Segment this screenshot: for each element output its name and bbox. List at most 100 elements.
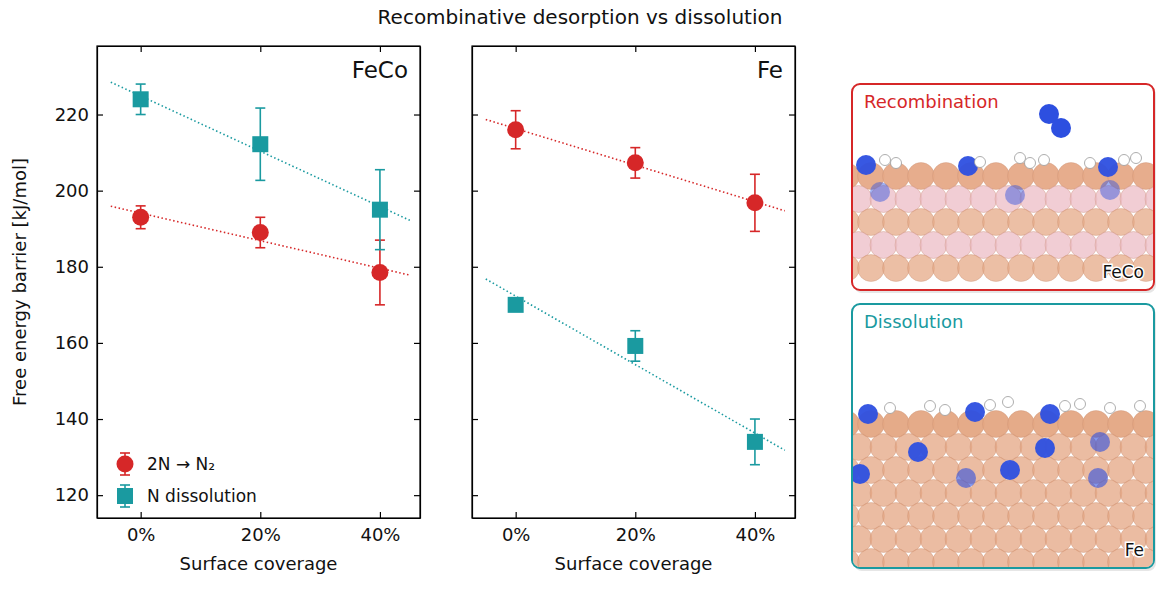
data-point (371, 264, 388, 281)
atom (1008, 549, 1035, 568)
tick: 120 (55, 484, 103, 505)
tick: 200 (55, 180, 103, 201)
hydrogen-atom (1119, 155, 1130, 166)
hydrogen-atom (1025, 158, 1036, 169)
nitrogen-atom (908, 442, 928, 462)
panel-title: FeCo (352, 57, 408, 83)
data-point (747, 434, 763, 450)
tick-label: 0% (127, 524, 156, 545)
atom (983, 549, 1010, 568)
tick (789, 495, 795, 496)
tick-label: 40% (360, 524, 400, 545)
tick: 180 (55, 256, 103, 277)
legend-entry: 2N → N₂ (117, 453, 216, 475)
nitrogen-atom (853, 464, 870, 484)
error-bar-cap (630, 360, 640, 362)
tick (380, 46, 381, 52)
tick-mark (380, 46, 381, 52)
x-axis-top (98, 46, 421, 52)
atom (883, 255, 910, 282)
tick (414, 495, 420, 496)
nitrogen-atom (858, 404, 878, 424)
x-axis: 0% 20% 40% (98, 512, 421, 545)
error-bar-cap (511, 148, 521, 150)
error-bar-cap (375, 169, 385, 171)
tick-mark (380, 512, 381, 518)
tick-mark (141, 512, 142, 518)
tick (260, 46, 261, 52)
x-axis-title: Surface coverage (555, 553, 713, 574)
tick (789, 343, 795, 344)
tick (789, 191, 795, 192)
illustration: DissolutionFe (833, 304, 1162, 576)
data-point (252, 136, 268, 152)
error-bar-cap (750, 173, 760, 175)
tick-mark (414, 114, 420, 115)
tick-mark (755, 46, 756, 52)
fit-line (486, 279, 785, 450)
tick (472, 115, 478, 116)
tick-mark (789, 343, 795, 344)
hydrogen-atom (1075, 399, 1086, 410)
tick-mark (789, 495, 795, 496)
nitrogen-atom (1000, 460, 1020, 480)
legend-error-cap (120, 506, 130, 508)
hydrogen-atom (1060, 401, 1071, 412)
atom (1008, 255, 1035, 282)
data-point (508, 297, 524, 313)
legend-error-cap (120, 484, 130, 486)
data-point (507, 121, 524, 138)
atom (1083, 549, 1110, 568)
error-bar-cap (255, 180, 265, 182)
nitrogen-atom (965, 402, 985, 422)
plot-frame (472, 46, 795, 518)
x-axis-title: Surface coverage (180, 553, 338, 574)
atoms (853, 397, 1153, 568)
error-bar-cap (630, 330, 640, 332)
error-bar-cap (511, 110, 521, 112)
tick-mark (635, 46, 636, 52)
legend-label: N dissolution (147, 486, 257, 506)
tick-mark (516, 512, 517, 518)
atom (933, 255, 960, 282)
panel: 0%20%40%120140160180200220FeCoSurface co… (9, 46, 421, 574)
tick (414, 267, 420, 268)
tick (141, 46, 142, 52)
error-bar-cap (255, 247, 265, 249)
tick-mark (260, 46, 261, 52)
tick-label: 40% (735, 524, 775, 545)
nitrogen-atom (1088, 468, 1108, 488)
tick (789, 115, 795, 116)
nitrogen-atom (1005, 185, 1025, 205)
hydrogen-atom (1085, 158, 1096, 169)
nitrogen-atom (870, 182, 890, 202)
tick-label: 20% (241, 524, 281, 545)
tick-mark (414, 419, 420, 420)
illustration-label: Fe (1125, 540, 1144, 560)
hydrogen-atom (1015, 153, 1026, 164)
figure: Recombinative desorption vs dissolution0… (0, 0, 1162, 590)
error-bar-cap (375, 249, 385, 251)
tick-mark (472, 495, 478, 496)
tick (414, 419, 420, 420)
illustration-box (852, 304, 1154, 568)
tick (472, 495, 478, 496)
illustration: RecombinationFeCo (833, 84, 1162, 293)
atom (1033, 255, 1060, 282)
data-point (252, 224, 269, 241)
error-bar-cap (750, 231, 760, 233)
hydrogen-atom (925, 401, 936, 412)
atom (1058, 255, 1085, 282)
tick-label: 20% (616, 524, 656, 545)
nitrogen-atom (1040, 404, 1060, 424)
tick (414, 191, 420, 192)
tick: 140 (55, 408, 103, 429)
tick-mark (97, 343, 103, 344)
tick: 0% (502, 512, 531, 545)
tick-mark (414, 343, 420, 344)
tick-mark (141, 46, 142, 52)
tick: 20% (241, 512, 281, 545)
tick: 40% (735, 512, 775, 545)
tick (755, 46, 756, 52)
tick-mark (472, 419, 478, 420)
